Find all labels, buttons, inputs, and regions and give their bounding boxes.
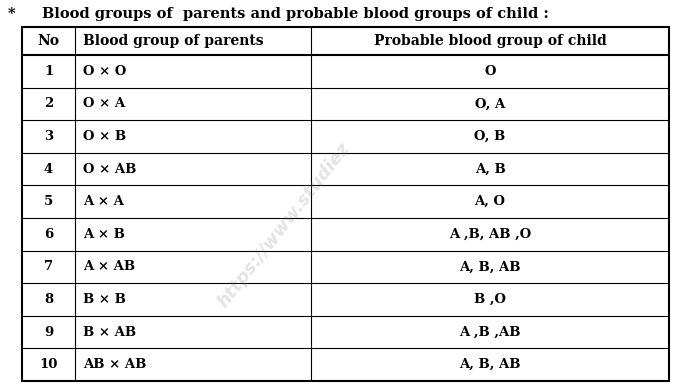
Text: 1: 1 [44,65,53,78]
Text: O, B: O, B [475,130,506,143]
Text: A ,B ,AB: A ,B ,AB [460,326,521,338]
Text: O × AB: O × AB [83,163,137,175]
Text: A ,B, AB ,O: A ,B, AB ,O [449,228,531,241]
Text: Blood group of parents: Blood group of parents [83,34,263,48]
Text: 8: 8 [44,293,53,306]
Text: A × A: A × A [83,195,124,208]
Text: Blood groups of  parents and probable blood groups of child :: Blood groups of parents and probable blo… [42,7,549,21]
Text: No: No [37,34,60,48]
Text: 2: 2 [44,97,53,110]
Text: https://www.studiez: https://www.studiez [215,140,354,312]
Text: O × B: O × B [83,130,126,143]
Text: 4: 4 [44,163,53,175]
Text: 6: 6 [44,228,53,241]
Text: 5: 5 [44,195,53,208]
Text: O × A: O × A [83,97,125,110]
Text: O: O [484,65,496,78]
Text: 10: 10 [39,358,58,371]
Text: AB × AB: AB × AB [83,358,146,371]
Text: 3: 3 [44,130,53,143]
Text: *: * [8,7,16,21]
Text: B ,O: B ,O [474,293,506,306]
Text: B × B: B × B [83,293,126,306]
Text: Probable blood group of child: Probable blood group of child [374,34,607,48]
Text: 9: 9 [44,326,53,338]
Text: A, B: A, B [475,163,506,175]
Text: A × AB: A × AB [83,260,135,273]
Text: A, O: A, O [475,195,506,208]
Text: 7: 7 [44,260,53,273]
Text: A, B, AB: A, B, AB [460,358,521,371]
Text: B × AB: B × AB [83,326,136,338]
Text: A, B, AB: A, B, AB [460,260,521,273]
Text: A × B: A × B [83,228,125,241]
Text: O, A: O, A [475,97,505,110]
Text: O × O: O × O [83,65,127,78]
